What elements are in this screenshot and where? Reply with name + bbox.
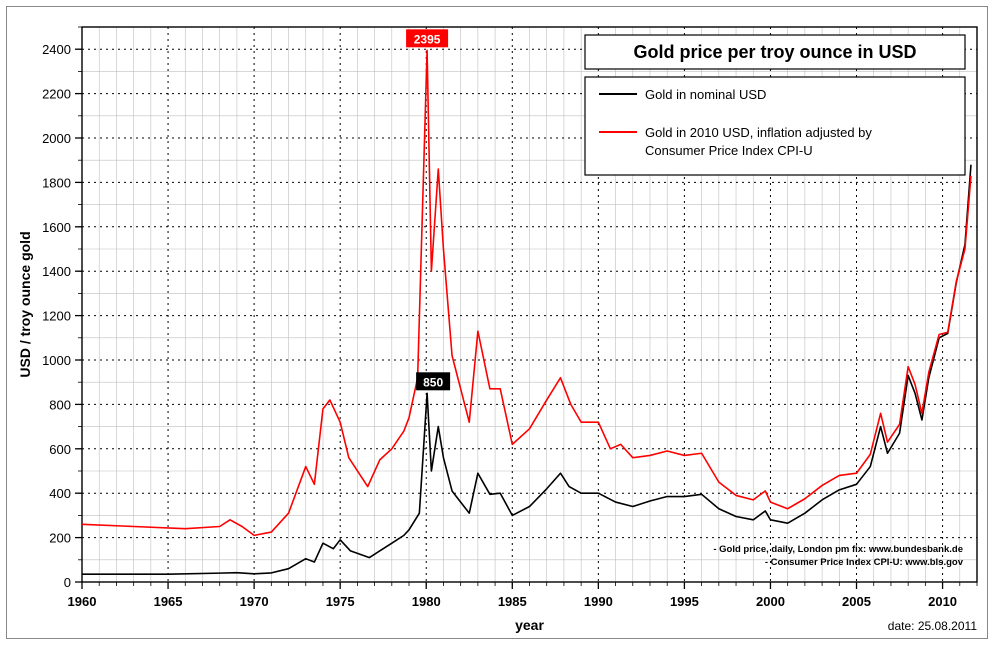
- x-tick-label: 1965: [154, 594, 183, 609]
- y-tick-label: 800: [49, 397, 71, 412]
- callout-label: 2395: [414, 32, 441, 46]
- chart-title: Gold price per troy ounce in USD: [633, 42, 916, 62]
- series-nominal: [82, 165, 971, 575]
- date-note: date: 25.08.2011: [888, 619, 978, 633]
- legend-label: Consumer Price Index CPI-U: [645, 143, 813, 158]
- chart-container: 1960196519701975198019851990199520002005…: [0, 0, 994, 645]
- callout-label: 850: [423, 375, 443, 389]
- y-tick-label: 2400: [42, 42, 71, 57]
- y-tick-label: 2200: [42, 87, 71, 102]
- x-tick-label: 2005: [842, 594, 871, 609]
- legend-label: Gold in 2010 USD, inflation adjusted by: [645, 125, 872, 140]
- y-tick-label: 1200: [42, 309, 71, 324]
- x-axis-label: year: [515, 617, 544, 633]
- source-note: - Gold price, daily, London pm fix: www.…: [713, 544, 963, 555]
- x-tick-label: 1985: [498, 594, 527, 609]
- y-tick-label: 0: [64, 575, 71, 590]
- x-tick-label: 1980: [412, 594, 441, 609]
- x-tick-label: 1990: [584, 594, 613, 609]
- x-tick-label: 2010: [928, 594, 957, 609]
- chart-frame: 1960196519701975198019851990199520002005…: [6, 6, 988, 639]
- x-tick-label: 1975: [326, 594, 355, 609]
- y-tick-label: 1800: [42, 175, 71, 190]
- y-tick-label: 1400: [42, 264, 71, 279]
- y-tick-label: 1600: [42, 220, 71, 235]
- legend-label: Gold in nominal USD: [645, 87, 766, 102]
- x-tick-label: 2000: [756, 594, 785, 609]
- x-tick-label: 1960: [68, 594, 97, 609]
- y-tick-label: 600: [49, 442, 71, 457]
- x-tick-label: 1970: [240, 594, 269, 609]
- gold-price-chart: 1960196519701975198019851990199520002005…: [7, 7, 989, 640]
- y-tick-label: 2000: [42, 131, 71, 146]
- y-tick-label: 1000: [42, 353, 71, 368]
- y-tick-label: 400: [49, 486, 71, 501]
- source-note: - Consumer Price Index CPI-U: www.bls.go…: [765, 557, 964, 568]
- y-axis-label: USD / troy ounce gold: [17, 231, 33, 377]
- y-tick-label: 200: [49, 531, 71, 546]
- x-tick-label: 1995: [670, 594, 699, 609]
